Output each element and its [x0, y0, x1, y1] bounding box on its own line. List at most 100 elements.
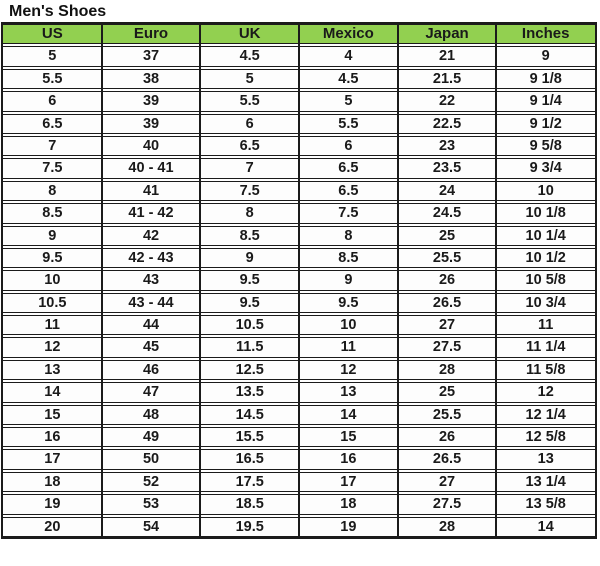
- table-cell: 48: [142, 406, 160, 423]
- table-cell: 9 1/8: [529, 70, 562, 87]
- table-cell: 4.5: [338, 70, 359, 87]
- table-cell: 19: [44, 496, 61, 513]
- column-divider: [396, 24, 399, 537]
- table-cell: 12.5: [235, 361, 264, 378]
- column-header: UK: [238, 25, 261, 42]
- table-cell: 9.5: [42, 249, 63, 266]
- table-cell: 40: [142, 137, 160, 154]
- table-cell: 6.5: [239, 137, 260, 154]
- table-cell: 14.5: [235, 406, 264, 423]
- table-cell: 52: [142, 473, 160, 490]
- table-cell: 26: [438, 272, 456, 289]
- table-cell: 40 - 41: [128, 160, 174, 177]
- table-cell: 25: [438, 384, 456, 401]
- table-cell: 5: [344, 93, 353, 110]
- table-cell: 10 5/8: [525, 272, 566, 289]
- table-cell: 14: [340, 406, 357, 423]
- table-cell: 54: [142, 518, 160, 535]
- column-header: Japan: [425, 25, 469, 42]
- table-cell: 15: [340, 429, 357, 446]
- table-cell: 10 1/4: [525, 227, 566, 244]
- table-cell: 9: [541, 48, 550, 65]
- table-cell: 53: [142, 496, 160, 513]
- table-cell: 22: [438, 93, 456, 110]
- table-cell: 25: [438, 227, 456, 244]
- table-cell: 44: [142, 317, 160, 334]
- table-cell: 12: [340, 361, 357, 378]
- table-cell: 13: [537, 451, 554, 468]
- table-cell: 9: [344, 272, 353, 289]
- table-cell: 10 1/8: [525, 205, 566, 222]
- table-cell: 19: [340, 518, 357, 535]
- table-cell: 7.5: [42, 160, 63, 177]
- table-cell: 14: [537, 518, 554, 535]
- page-title: Men's Shoes: [9, 3, 107, 20]
- table-cell: 12 5/8: [525, 429, 566, 446]
- table-cell: 19.5: [235, 518, 264, 535]
- table-cell: 17.5: [235, 473, 264, 490]
- table-cell: 13 5/8: [525, 496, 566, 513]
- table-cell: 26.5: [432, 294, 462, 311]
- table-cell: 28: [438, 361, 456, 378]
- column-header: US: [41, 25, 63, 42]
- table-cell: 6.5: [42, 115, 63, 132]
- shoe-size-table: US Euro UK Mexico Japan Inches 5 37 4.5 4 21 9 5.5 3…: [1, 22, 597, 539]
- table-cell: 11: [44, 317, 60, 334]
- table-cell: 13: [44, 361, 61, 378]
- table-cell: 18: [340, 496, 357, 513]
- column-divider: [495, 24, 498, 537]
- table-cell: 16: [44, 429, 61, 446]
- table-cell: 6: [245, 115, 254, 132]
- table-cell: 9.5: [338, 294, 359, 311]
- table-cell: 27.5: [432, 339, 462, 356]
- table-cell: 26.5: [432, 451, 462, 468]
- table-cell: 13 1/4: [525, 473, 566, 490]
- table-cell: 41: [142, 182, 160, 199]
- table-cell: 9: [245, 249, 254, 266]
- table-cell: 18: [44, 473, 61, 490]
- table-cell: 7: [48, 137, 57, 154]
- table-cell: 11 5/8: [525, 361, 566, 378]
- table-cell: 7.5: [338, 205, 359, 222]
- table-cell: 24.5: [432, 205, 462, 222]
- column-header: Euro: [133, 25, 169, 42]
- table-cell: 10: [537, 182, 554, 199]
- column-divider: [199, 24, 202, 537]
- table-cell: 27: [438, 473, 456, 490]
- table-cell: 21: [438, 48, 456, 65]
- column-divider: [298, 24, 300, 537]
- table-cell: 9: [48, 227, 57, 244]
- table-cell: 13.5: [235, 384, 264, 401]
- table-cell: 10: [340, 317, 357, 334]
- table-cell: 47: [142, 384, 160, 401]
- table-cell: 12: [44, 339, 61, 356]
- table-cell: 12: [537, 384, 554, 401]
- table-cell: 10.5: [235, 317, 264, 334]
- table-cell: 16: [340, 451, 357, 468]
- table-cell: 10 1/2: [525, 249, 566, 266]
- table-cell: 5.5: [239, 93, 260, 110]
- table-cell: 11 1/4: [525, 339, 566, 356]
- table-cell: 24: [438, 182, 456, 199]
- table-cell: 17: [44, 451, 61, 468]
- table-cell: 9 1/2: [529, 115, 562, 132]
- table-cell: 11: [538, 317, 554, 334]
- table-cell: 42 - 43: [128, 249, 174, 266]
- table-cell: 18.5: [235, 496, 264, 513]
- table-cell: 4: [344, 48, 353, 65]
- table-cell: 6: [344, 137, 353, 154]
- table-cell: 9 1/4: [529, 93, 562, 110]
- table-cell: 6: [48, 93, 57, 110]
- column-header: Mexico: [322, 25, 374, 42]
- table-cell: 38: [142, 70, 160, 87]
- table-cell: 7: [245, 160, 254, 177]
- table-cell: 25.5: [432, 406, 462, 423]
- table-cell: 4.5: [239, 48, 260, 65]
- column-divider: [100, 24, 103, 537]
- table-cell: 6.5: [338, 182, 359, 199]
- table-cell: 5.5: [42, 70, 63, 87]
- table-cell: 42: [142, 227, 160, 244]
- table-cell: 8: [245, 205, 254, 222]
- table-cell: 15: [44, 406, 61, 423]
- table-cell: 6.5: [338, 160, 359, 177]
